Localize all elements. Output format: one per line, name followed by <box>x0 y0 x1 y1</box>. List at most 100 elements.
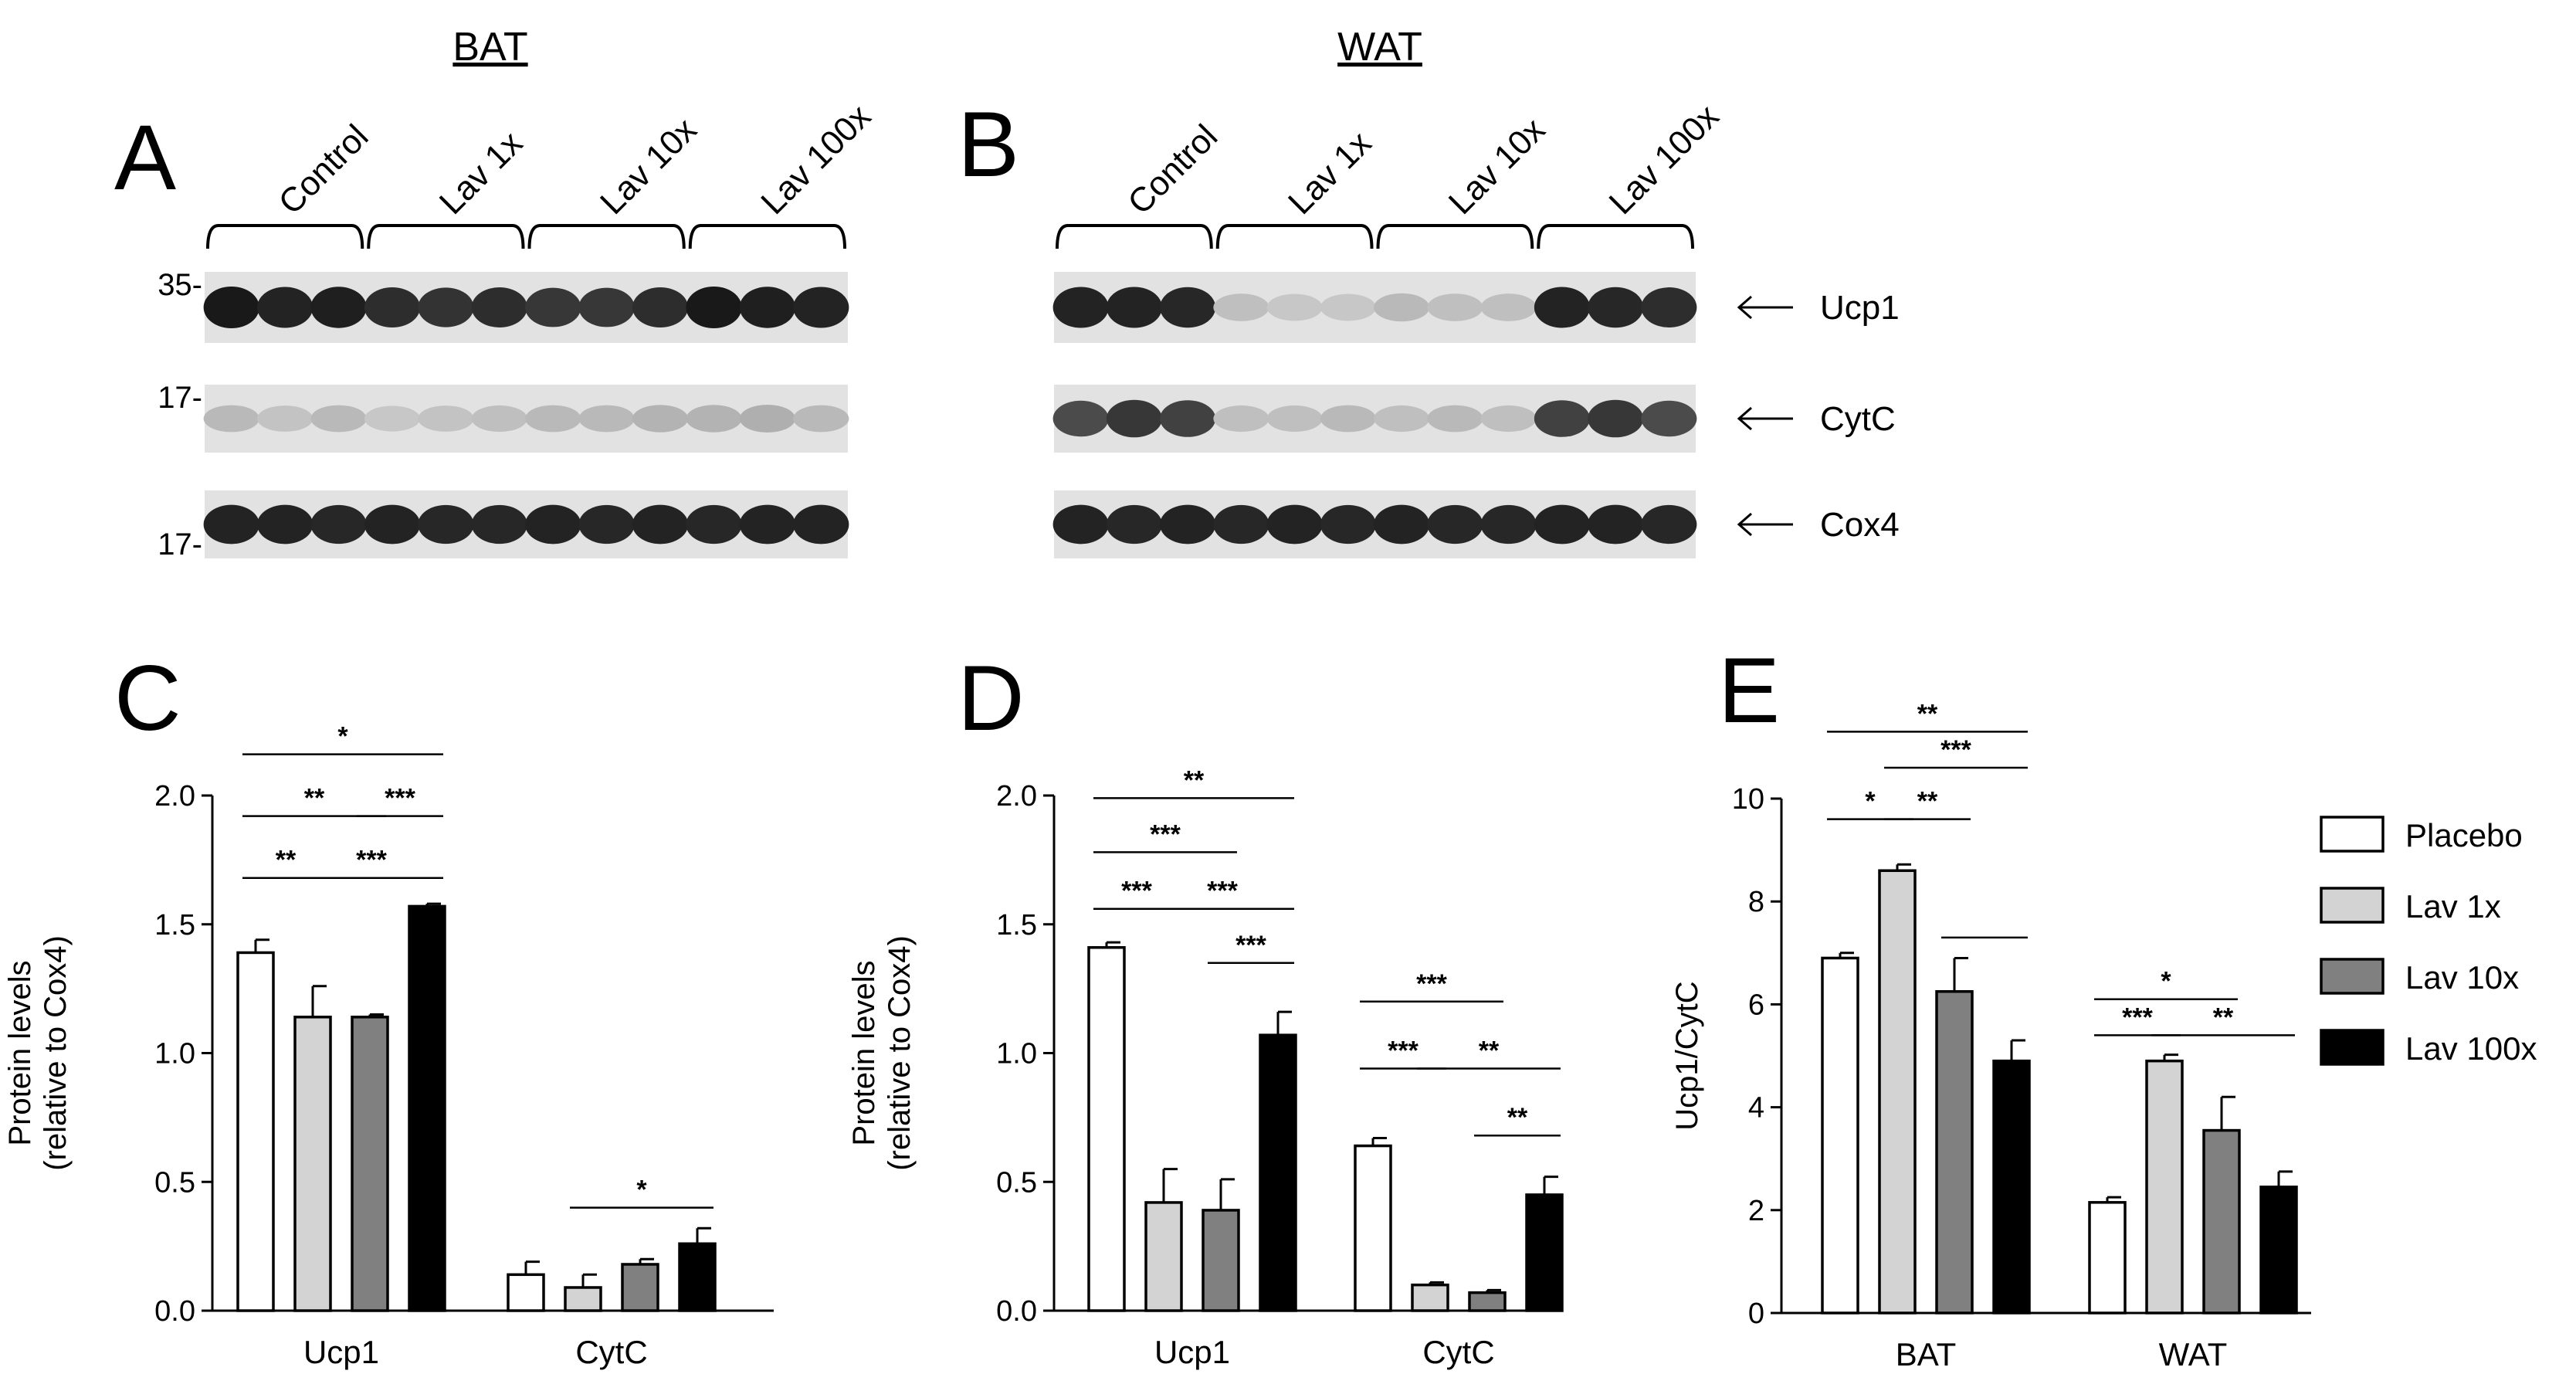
significance-label: ** <box>304 784 325 813</box>
significance-label: ** <box>2213 1003 2234 1032</box>
arrow-icon <box>1737 512 1793 537</box>
blot-band <box>364 504 421 545</box>
blot-band <box>1480 504 1537 545</box>
blot-band <box>1052 504 1109 545</box>
blot-band <box>1266 504 1323 545</box>
y-tick-label: 1.0 <box>154 1038 195 1070</box>
blot-band <box>1534 504 1590 545</box>
panel-letter: A <box>114 106 176 209</box>
blot-band <box>739 405 795 433</box>
y-tick-label: 0.5 <box>154 1166 195 1199</box>
group-bracket <box>1537 224 1694 249</box>
blot-band <box>525 287 581 327</box>
blot-band <box>1106 504 1162 545</box>
bar <box>293 1016 332 1312</box>
blot-band <box>1374 293 1430 322</box>
y-tick-label: 0 <box>1748 1298 1764 1330</box>
blot-band <box>1052 287 1109 328</box>
blot-tissue-title: BAT <box>452 25 527 70</box>
blot-band <box>471 287 527 327</box>
blot-band <box>1588 504 1644 545</box>
significance-label: * <box>636 1176 647 1205</box>
arrow-icon <box>1737 295 1793 320</box>
significance-label: ** <box>1917 699 1938 728</box>
bar <box>1878 869 1917 1315</box>
blot-band <box>1534 287 1590 328</box>
x-category-label: WAT <box>2159 1336 2228 1372</box>
bar <box>1821 956 1859 1315</box>
blot-band <box>471 504 527 545</box>
blot-band <box>203 405 259 433</box>
blot-band <box>1427 293 1483 321</box>
bar <box>1144 1201 1183 1312</box>
blot-band <box>257 405 314 432</box>
legend-label: Lav 10x <box>2405 959 2519 996</box>
group-bracket <box>1056 224 1213 249</box>
protein-label: Cox4 <box>1820 506 1900 544</box>
blot-band <box>418 405 474 432</box>
blot-band <box>578 287 635 327</box>
bar <box>1259 1033 1297 1312</box>
blot-band <box>632 504 689 545</box>
y-tick-label: 1.5 <box>996 909 1037 941</box>
protein-label: Ucp1 <box>1820 289 1900 327</box>
blot-band <box>1266 293 1323 321</box>
blot-band <box>1588 399 1644 438</box>
y-tick-label: 2.0 <box>154 780 195 813</box>
significance-label: * <box>2161 967 2171 996</box>
significance-label: * <box>337 722 348 751</box>
bar <box>1468 1291 1507 1312</box>
blot-band <box>1266 405 1323 433</box>
significance-label: ** <box>1184 765 1205 795</box>
y-axis-label: (relative to Cox4) <box>883 935 917 1171</box>
blot-band <box>632 287 689 327</box>
legend-swatch <box>2320 958 2384 995</box>
blot-band <box>632 405 689 433</box>
y-axis-label: Ucp1/CytC <box>1670 981 1704 1130</box>
panel-letter: B <box>958 93 1019 196</box>
legend-swatch <box>2320 1029 2384 1066</box>
group-bracket <box>688 224 846 249</box>
blot-band <box>1374 504 1430 545</box>
mw-marker: 35- <box>158 268 202 302</box>
group-bracket <box>206 224 364 249</box>
blot-band <box>310 504 367 545</box>
bar <box>564 1286 602 1312</box>
x-category-label: Ucp1 <box>303 1334 379 1370</box>
bar <box>351 1016 389 1312</box>
blot-band <box>1427 405 1483 433</box>
blot-band <box>686 504 742 545</box>
group-bracket <box>527 224 686 249</box>
y-tick-label: 0.0 <box>154 1295 195 1328</box>
blot-band <box>1320 504 1376 545</box>
significance-label: ** <box>1917 787 1938 816</box>
bar <box>408 904 446 1312</box>
bar <box>1411 1283 1449 1312</box>
significance-label: *** <box>1388 1036 1418 1066</box>
blot-band <box>1427 504 1483 545</box>
blot-band <box>1320 293 1376 321</box>
significance-label: *** <box>1121 877 1152 906</box>
significance-label: * <box>1865 787 1876 816</box>
blot-band <box>310 287 367 328</box>
blot-band <box>203 504 259 545</box>
legend-label: Lav 1x <box>2405 888 2501 925</box>
bar <box>1935 990 1974 1315</box>
blot-band <box>1106 399 1162 438</box>
protein-label: CytC <box>1820 400 1896 438</box>
significance-label: ** <box>276 846 297 875</box>
panel-letter: C <box>114 646 181 750</box>
blot-band <box>257 287 314 328</box>
y-tick-label: 1.0 <box>996 1038 1037 1070</box>
arrow-icon <box>1737 406 1793 431</box>
panel-letter: E <box>1718 639 1780 742</box>
bar <box>1992 1059 2031 1315</box>
blot-band <box>525 405 581 433</box>
y-axis-label: Protein levels <box>847 960 881 1145</box>
blot-band <box>1641 400 1697 437</box>
bar <box>2145 1059 2184 1315</box>
blot-band <box>364 287 421 327</box>
bar <box>1525 1193 1564 1312</box>
